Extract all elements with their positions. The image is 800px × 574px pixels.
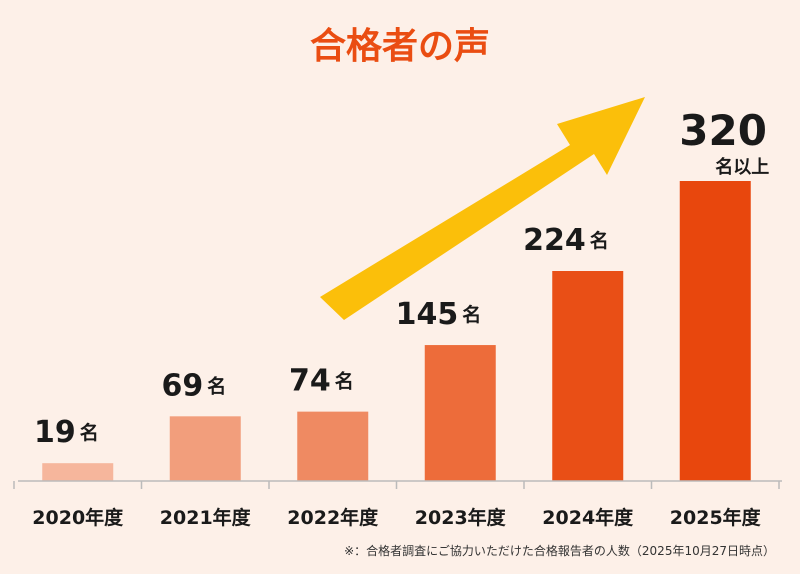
- x-tick-labels-group: 2020年度 2021年度 2022年度 2023年度 2024年度 2025年度: [32, 506, 761, 529]
- data-label-unit: 名: [335, 370, 354, 393]
- bar-2020年度: [42, 463, 114, 481]
- chart-title: 合格者の声: [310, 26, 490, 67]
- data-label-value: 224: [523, 223, 586, 258]
- data-label-unit: 名: [207, 374, 226, 397]
- bar-2024年度: [552, 271, 624, 481]
- data-label-value: 69: [162, 368, 204, 403]
- x-tick-label: 2025年度: [670, 506, 762, 529]
- bar-2025年度: [679, 181, 751, 481]
- trend-arrow: [320, 97, 645, 320]
- x-tick-label: 2023年度: [415, 506, 507, 529]
- data-label-value: 74: [289, 364, 331, 399]
- footnote: ※：合格者調査にご協力いただけた合格報告者の人数（2025年10月27日時点）: [344, 543, 775, 558]
- data-label-unit: 名以上: [715, 156, 769, 178]
- data-label-value: 145: [396, 297, 459, 332]
- x-tick-label: 2024年度: [542, 506, 634, 529]
- x-tick-label: 2022年度: [287, 506, 379, 529]
- data-label-value: 19: [34, 415, 76, 450]
- data-label-unit: 名: [462, 303, 481, 326]
- bar-2021年度: [169, 416, 241, 481]
- data-label-unit: 名: [80, 421, 99, 444]
- x-tick-label: 2021年度: [160, 506, 252, 529]
- data-label-value: 320: [679, 106, 767, 155]
- bar-2023年度: [424, 345, 496, 481]
- bar-2022年度: [297, 411, 369, 481]
- x-tick-label: 2020年度: [32, 506, 124, 529]
- bars-group: [42, 181, 751, 481]
- data-label-unit: 名: [590, 229, 609, 252]
- x-axis-ticks: [13, 481, 780, 489]
